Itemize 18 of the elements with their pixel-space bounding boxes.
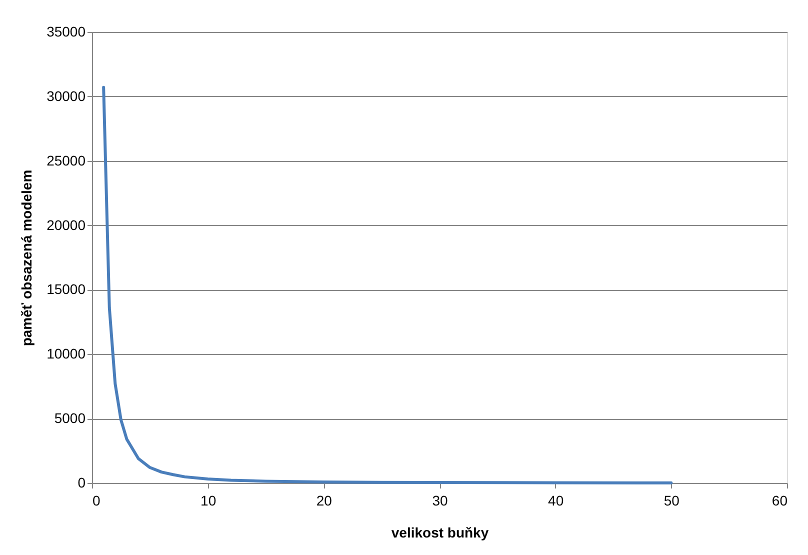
y-tick-label: 20000: [46, 216, 86, 233]
x-tick-label: 60: [772, 492, 788, 508]
x-tick-label: 20: [316, 492, 332, 508]
y-tick-label: 0: [78, 474, 86, 490]
y-axis-title: paměť obsazená modelem: [18, 170, 35, 346]
x-tick-label: 10: [200, 492, 216, 508]
x-tick-label: 30: [432, 492, 448, 508]
y-tick-label: 10000: [46, 346, 86, 362]
y-tick-label: 30000: [46, 88, 86, 104]
line-series: [102, 86, 673, 484]
x-axis-title: velikost buňky: [391, 524, 489, 540]
y-tick-label: 25000: [46, 152, 86, 168]
y-tick-label: 15000: [46, 281, 86, 298]
y-tick-label: 5000: [54, 410, 86, 426]
x-tick-label: 50: [664, 492, 680, 508]
y-tick-label: 35000: [46, 24, 86, 40]
x-tick-label: 0: [92, 492, 100, 508]
x-tick-label: 40: [548, 492, 564, 508]
